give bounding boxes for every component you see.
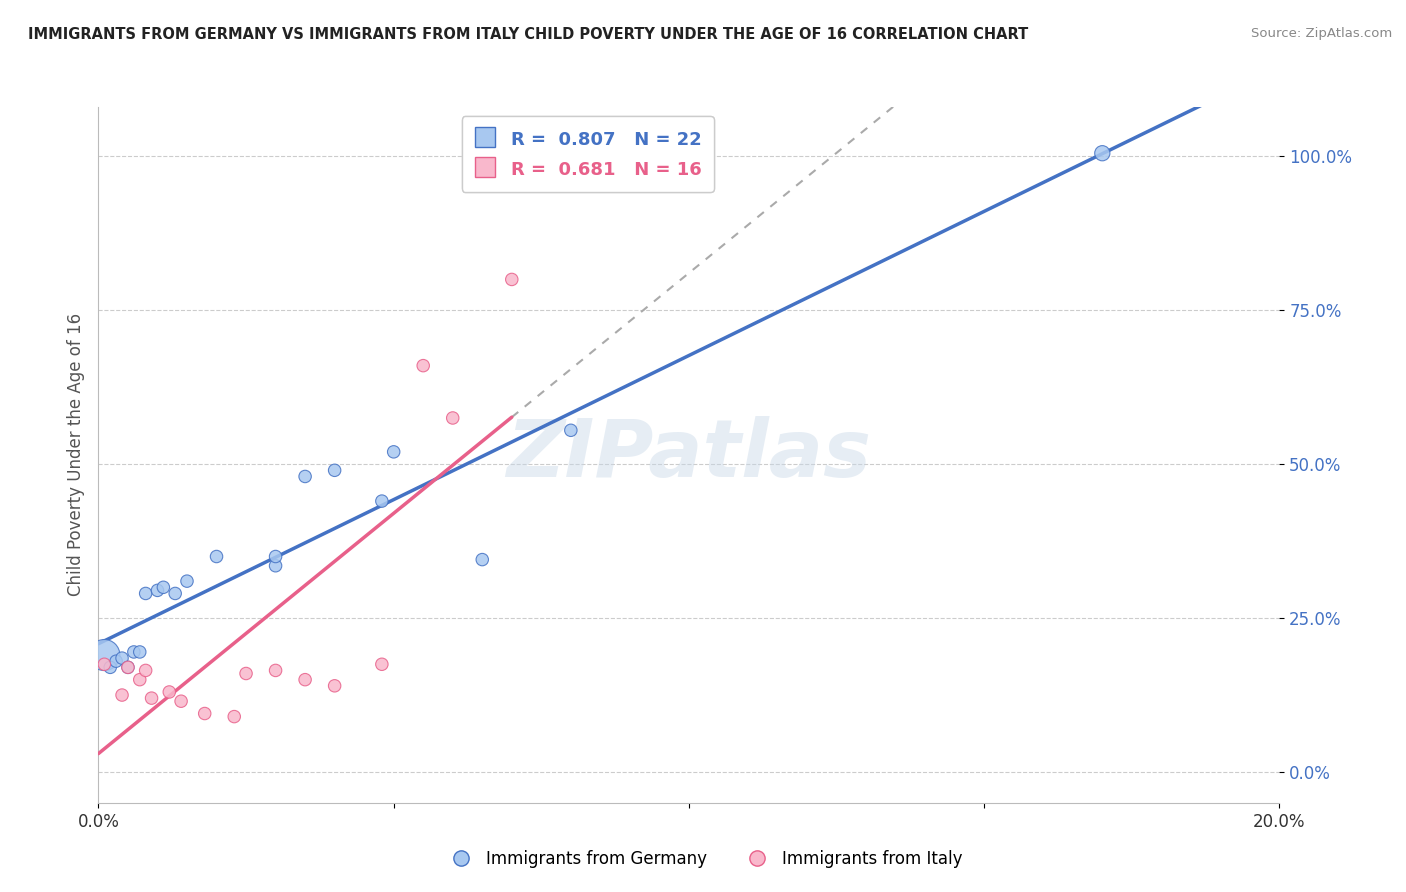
Point	[128, 645, 150, 659]
Y-axis label: Child Poverty Under the Age of 16: Child Poverty Under the Age of 16	[66, 313, 84, 597]
Point	[176, 574, 198, 589]
Point	[165, 586, 187, 600]
Point	[93, 657, 115, 672]
Point	[560, 423, 582, 437]
Point	[205, 549, 228, 564]
Point	[111, 651, 134, 665]
Point	[264, 558, 287, 573]
Point	[117, 660, 139, 674]
Legend: Immigrants from Germany, Immigrants from Italy: Immigrants from Germany, Immigrants from…	[437, 844, 969, 875]
Point	[224, 709, 246, 723]
Point	[382, 445, 405, 459]
Text: ZIPatlas: ZIPatlas	[506, 416, 872, 494]
Point	[128, 673, 150, 687]
Text: IMMIGRANTS FROM GERMANY VS IMMIGRANTS FROM ITALY CHILD POVERTY UNDER THE AGE OF : IMMIGRANTS FROM GERMANY VS IMMIGRANTS FR…	[28, 27, 1028, 42]
Point	[323, 463, 346, 477]
Point	[157, 685, 180, 699]
Point	[117, 660, 139, 674]
Point	[441, 411, 464, 425]
Point	[412, 359, 434, 373]
Point	[111, 688, 134, 702]
Point	[371, 657, 394, 672]
Point	[98, 660, 121, 674]
Point	[122, 645, 145, 659]
Point	[264, 549, 287, 564]
Point	[294, 469, 316, 483]
Point	[93, 648, 115, 662]
Point	[371, 494, 394, 508]
Point	[146, 583, 169, 598]
Point	[141, 691, 163, 706]
Point	[471, 552, 494, 566]
Point	[135, 586, 157, 600]
Point	[501, 272, 523, 286]
Point	[105, 654, 128, 668]
Legend: R =  0.807   N = 22, R =  0.681   N = 16: R = 0.807 N = 22, R = 0.681 N = 16	[461, 116, 714, 192]
Point	[323, 679, 346, 693]
Point	[135, 664, 157, 678]
Text: Source: ZipAtlas.com: Source: ZipAtlas.com	[1251, 27, 1392, 40]
Point	[1091, 146, 1114, 161]
Point	[194, 706, 217, 721]
Point	[170, 694, 193, 708]
Point	[264, 664, 287, 678]
Point	[152, 580, 174, 594]
Point	[294, 673, 316, 687]
Point	[235, 666, 257, 681]
